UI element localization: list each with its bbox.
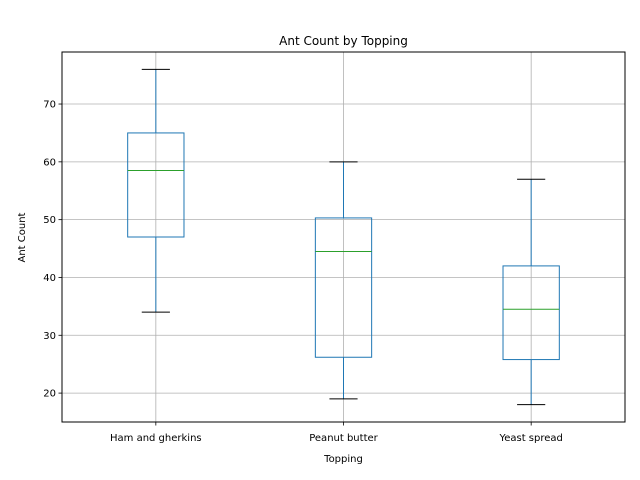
x-tick-label: Yeast spread [498,433,562,444]
iqr-box [314,217,373,358]
y-tick-label: 60 [43,157,56,168]
y-tick-label: 30 [43,331,56,342]
x-tick-label: Peanut butter [309,433,378,444]
box-group [314,161,373,400]
plot-area-frame [61,51,626,423]
y-tick-label: 50 [43,215,56,226]
iqr-box [127,132,185,238]
boxes-layer [127,68,560,406]
x-axis-label: Topping [323,454,363,465]
chart-title: Ant Count by Topping [279,34,408,48]
box-group [502,178,560,406]
iqr-box [502,265,560,361]
y-tick-label: 40 [43,273,56,284]
ticks-layer: 20 30 40 50 60 70 Ham and gherkins Peanut butte… [43,100,563,444]
y-tick-label: 70 [43,100,56,111]
y-tick-label: 20 [43,389,56,400]
y-axis-label: Ant Count [17,212,28,262]
box-group [127,68,185,313]
x-tick-label: Ham and gherkins [110,433,202,444]
